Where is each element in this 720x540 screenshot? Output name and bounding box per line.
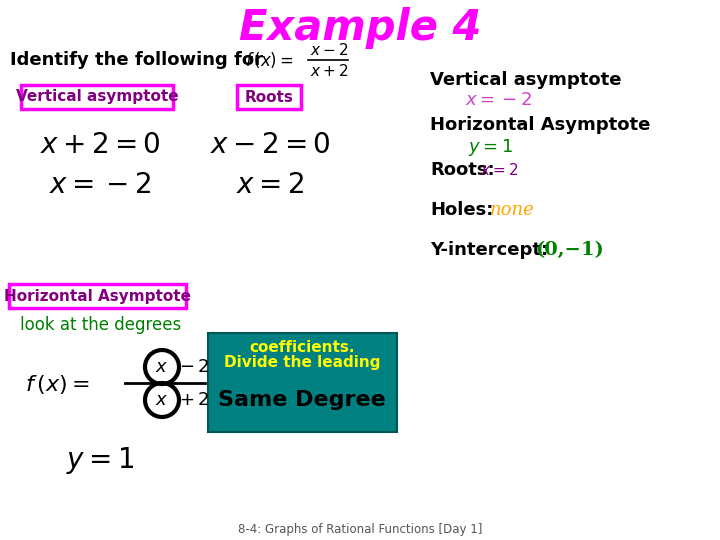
Text: $x-2$: $x-2$ bbox=[310, 42, 348, 58]
Text: (0,−1): (0,−1) bbox=[535, 241, 604, 259]
Text: $-\,2$: $-\,2$ bbox=[179, 358, 209, 376]
Text: Vertical asymptote: Vertical asymptote bbox=[16, 90, 179, 105]
Text: coefficients.: coefficients. bbox=[249, 341, 355, 355]
Text: $f\,(x)=$: $f\,(x)=$ bbox=[25, 374, 89, 396]
Text: Vertical asymptote: Vertical asymptote bbox=[430, 71, 621, 89]
Text: $x+2=0$: $x+2=0$ bbox=[40, 131, 161, 159]
Text: Identify the following for: Identify the following for bbox=[10, 51, 263, 69]
FancyBboxPatch shape bbox=[208, 333, 397, 432]
Text: Roots: Roots bbox=[245, 90, 294, 105]
Text: $x=-2$: $x=-2$ bbox=[49, 171, 151, 199]
Text: $y=1$: $y=1$ bbox=[468, 137, 513, 158]
Text: Holes:: Holes: bbox=[430, 201, 493, 219]
Text: $x+2$: $x+2$ bbox=[310, 63, 348, 79]
Text: $+\,2$: $+\,2$ bbox=[179, 391, 209, 409]
Text: none: none bbox=[490, 201, 535, 219]
Text: Divide the leading: Divide the leading bbox=[224, 355, 380, 370]
FancyBboxPatch shape bbox=[21, 85, 173, 109]
Text: $x=2$: $x=2$ bbox=[236, 171, 304, 199]
Text: Example 4: Example 4 bbox=[239, 7, 481, 49]
FancyBboxPatch shape bbox=[237, 85, 301, 109]
Text: Horizontal Asymptote: Horizontal Asymptote bbox=[4, 288, 191, 303]
Text: $y=1$: $y=1$ bbox=[66, 444, 134, 476]
Text: $f\,(x)=$: $f\,(x)=$ bbox=[245, 50, 294, 70]
Text: look at the degrees: look at the degrees bbox=[20, 316, 181, 334]
FancyBboxPatch shape bbox=[9, 284, 186, 308]
Text: Roots:: Roots: bbox=[430, 161, 495, 179]
Text: Y-intercept:: Y-intercept: bbox=[430, 241, 548, 259]
Text: $x=-2$: $x=-2$ bbox=[465, 91, 532, 109]
Text: $x=2$: $x=2$ bbox=[480, 162, 518, 178]
Text: $x$: $x$ bbox=[156, 358, 168, 376]
Text: $x-2=0$: $x-2=0$ bbox=[210, 131, 330, 159]
Text: Same Degree: Same Degree bbox=[218, 390, 386, 410]
Text: 8-4: Graphs of Rational Functions [Day 1]: 8-4: Graphs of Rational Functions [Day 1… bbox=[238, 523, 482, 537]
Text: $x$: $x$ bbox=[156, 391, 168, 409]
Text: Horizontal Asymptote: Horizontal Asymptote bbox=[430, 116, 650, 134]
